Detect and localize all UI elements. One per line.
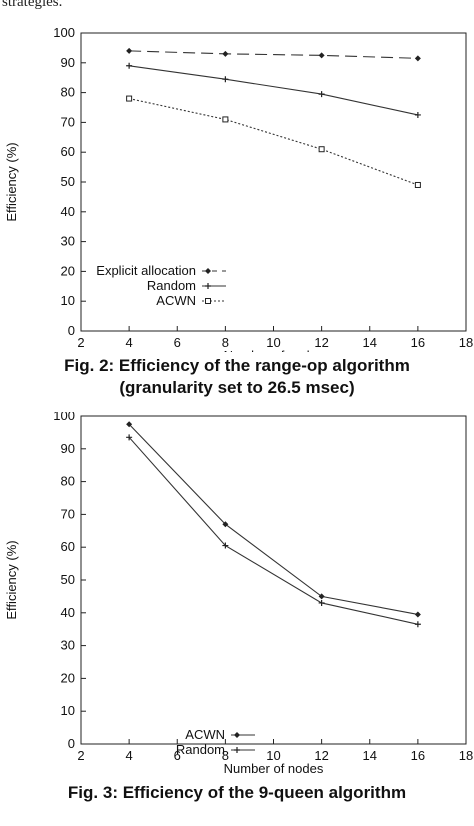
y-tick-label: 60 [61,144,75,159]
figure-3-caption: Fig. 3: Efficiency of the 9-queen algori… [67,783,407,802]
x-tick-label: 2 [77,748,84,763]
x-tick-label: 10 [266,335,280,350]
x-axis-label: Number of nodes [224,761,324,776]
legend-marker [205,298,211,304]
data-point [222,50,229,57]
series-line [129,98,419,186]
y-tick-label: 70 [61,506,75,521]
data-point [126,47,133,54]
x-tick-label: 12 [314,748,328,763]
legend-marker [205,268,211,274]
plot-frame [80,32,467,332]
x-tick-label: 16 [411,335,425,350]
data-point [318,52,325,59]
x-tick-label: 4 [126,748,133,763]
data-point [414,181,421,188]
legend-label: Explicit allocation [96,263,196,278]
data-point [222,76,229,83]
y-axis-label: Efficiency (%) [4,142,19,221]
legend-label: ACWN [185,727,225,742]
y-tick-label: 30 [61,234,75,249]
y-tick-label: 20 [61,263,75,278]
series-acwn [126,421,421,618]
figure-2-caption-line2: (granularity set to 26.5 msec) [119,378,355,397]
x-tick-label: 12 [314,335,328,350]
x-tick-label: 4 [126,335,133,350]
y-tick-label: 90 [61,55,75,70]
data-point [126,421,133,428]
y-tick-label: 30 [61,638,75,653]
data-point [414,111,421,118]
legend-label: Random [176,742,225,757]
data-point [222,116,229,123]
x-tick-label: 18 [459,748,473,763]
y-tick-label: 0 [68,736,75,751]
data-point [126,95,133,102]
series-line [129,65,418,116]
y-axis-label: Efficiency (%) [4,540,19,619]
data-point [318,593,325,600]
y-tick-label: 80 [61,474,75,489]
data-point [414,621,421,628]
x-tick-label: 18 [459,335,473,350]
data-point [222,521,229,528]
data-point [318,599,325,606]
legend-label: ACWN [156,293,196,308]
x-tick-label: 16 [411,748,425,763]
y-tick-label: 60 [61,539,75,554]
x-tick-label: 8 [222,335,229,350]
y-tick-label: 80 [61,85,75,100]
figure-2-caption-line1: Fig. 2: Efficiency of the range-op algor… [64,356,410,375]
y-tick-label: 0 [68,323,75,338]
y-tick-label: 40 [61,204,75,219]
series-line [128,436,418,625]
x-tick-label: 6 [174,335,181,350]
series-line [128,423,418,615]
series-acwn [126,95,421,188]
nine-queen-efficiency-chart: 0 10 20 30 40 50 60 70 80 90 100 2 4 6 8 10 12 14 16 18 Numb… [4,412,473,776]
series-random [126,434,421,628]
y-tick-label: 50 [61,174,75,189]
y-tick-label: 100 [53,412,75,423]
y-tick-label: 100 [53,25,75,40]
data-point [126,62,133,69]
preceding-text-fragment: strategies. [2,0,63,10]
x-tick-label: 2 [77,335,84,350]
series-random [126,62,421,118]
y-tick-label: 70 [61,114,75,129]
x-tick-label: 14 [363,335,377,350]
x-axis-label: Number of nodes [224,348,324,352]
legend-label: Random [147,278,196,293]
data-point [414,55,421,62]
x-tick-label: 6 [174,748,181,763]
y-tick-label: 90 [61,441,75,456]
data-point [414,611,421,618]
y-tick-label: 40 [61,605,75,620]
range-op-efficiency-chart: 0 10 20 30 40 50 60 70 80 90 100 2 4 6 8 10 12 14 16 18 Numb… [4,25,473,352]
x-tick-label: 14 [363,748,377,763]
plot-frame [80,415,467,745]
x-tick-label: 8 [222,748,229,763]
y-tick-label: 10 [61,703,75,718]
figure-2-caption: Fig. 2: Efficiency of the range-op algor… [0,355,474,399]
data-point [318,146,325,153]
series-explicit-allocation [126,47,421,62]
series-line [129,50,418,59]
data-point [318,91,325,98]
legend-marker [234,732,240,738]
data-point [126,434,133,441]
x-tick-label: 10 [266,748,280,763]
data-point [222,542,229,549]
y-tick-label: 20 [61,670,75,685]
y-tick-label: 10 [61,293,75,308]
legend-marker [234,747,240,753]
y-tick-label: 50 [61,572,75,587]
legend-marker [205,283,211,289]
